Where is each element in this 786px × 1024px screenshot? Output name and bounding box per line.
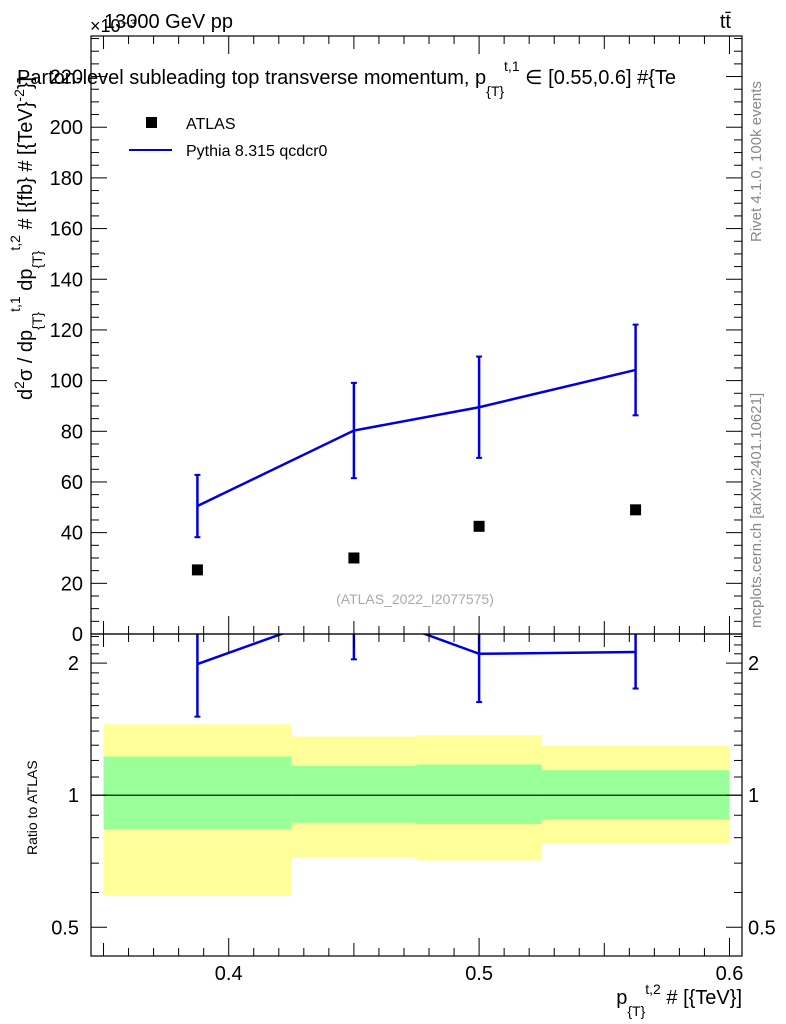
main-y-tick-label: 100: [50, 371, 83, 393]
pythia-line: [196, 368, 636, 508]
ratio-band-inner: [291, 766, 417, 823]
x-tick-label: 0.4: [215, 963, 243, 985]
x-axis-label: p{T}t,2 # [{TeV}]: [616, 981, 742, 1019]
ratio-y-tick-label-left: 1: [68, 785, 79, 807]
mcplots-label: mcplots.cern.ch [arXiv:2401.10621]: [748, 393, 765, 628]
energy-label: 13000 GeV pp: [104, 11, 233, 33]
legend-atlas-label: ATLAS: [186, 116, 236, 133]
process-label: tt̄: [720, 11, 732, 33]
legend: ATLAS Pythia 8.315 qcdcr0: [129, 116, 328, 160]
main-y-tick-label: 200: [50, 117, 83, 139]
main-y-tick-label: 80: [61, 421, 83, 443]
atlas-data-point: [348, 552, 360, 564]
main-y-tick-label: 140: [50, 269, 83, 291]
main-y-tick-label: 120: [50, 320, 83, 342]
atlas-data-point: [473, 520, 485, 532]
main-y-tick-label: 40: [61, 523, 83, 545]
ratio-pythia-line: [196, 634, 636, 666]
main-y-tick-label: 180: [50, 168, 83, 190]
main-y-tick-label: 220: [50, 67, 83, 89]
ratio-band-inner: [416, 764, 542, 824]
ratio-y-tick-label-right: 2: [748, 653, 759, 675]
plot-title: Parton-level subleading top transverse m…: [17, 58, 676, 99]
ratio-y-tick-label-right: 1: [748, 785, 759, 807]
ratio-y-axis-label: Ratio to ATLAS: [24, 760, 40, 855]
legend-pythia-label: Pythia 8.315 qcdcr0: [186, 143, 328, 160]
atlas-data-point: [630, 504, 642, 516]
main-y-tick-label: 0: [72, 624, 83, 646]
y-multiplier: ×10⁻³: [90, 16, 136, 36]
x-tick-label: 0.6: [716, 963, 744, 985]
main-y-tick-label: 20: [61, 573, 83, 595]
ratio-y-tick-label-right: 0.5: [748, 917, 776, 939]
main-y-tick-label: 60: [61, 472, 83, 494]
rivet-version-label: Rivet 4.1.0, 100k events: [748, 81, 765, 242]
ratio-frame: [90, 633, 743, 957]
x-tick-label: 0.5: [465, 963, 493, 985]
main-y-tick-label: 160: [50, 219, 83, 241]
ratio-y-tick-label-left: 2: [68, 653, 79, 675]
ratio-band-inner: [103, 756, 292, 830]
legend-atlas-marker: [146, 117, 157, 128]
ratio-y-tick-label-left: 0.5: [51, 917, 79, 939]
main-y-axis-label: d2σ / dp{T}t,1 dp{T}t,2 # [{fb} # [{TeV}…: [7, 77, 45, 400]
atlas-data-point: [191, 564, 203, 576]
analysis-watermark: (ATLAS_2022_I2077575): [336, 591, 494, 607]
